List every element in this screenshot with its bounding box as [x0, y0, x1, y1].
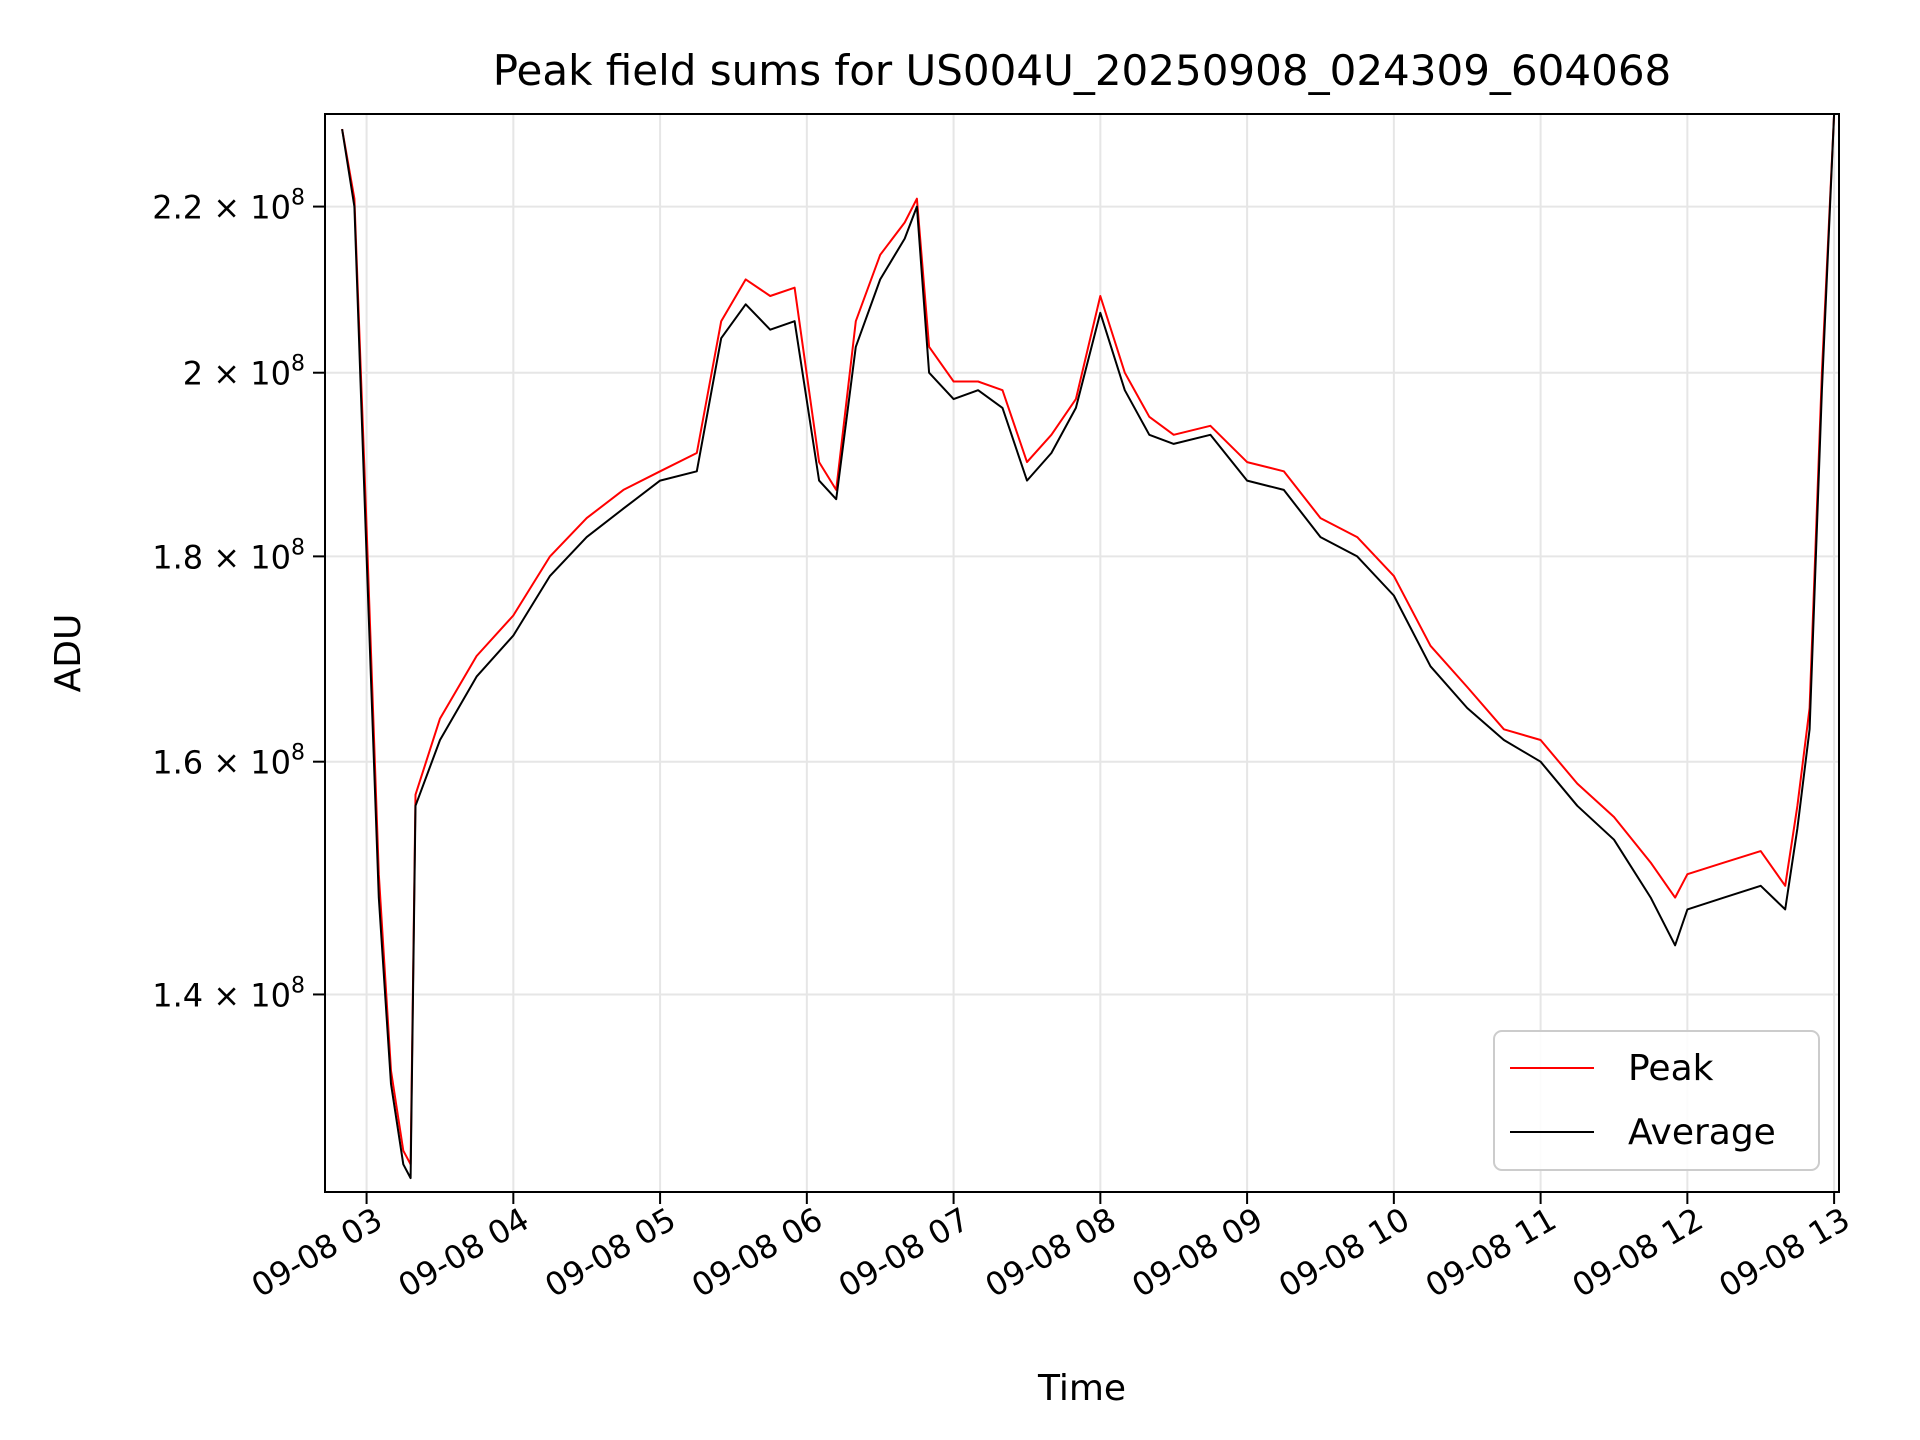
y-tick-mantissa: 1.4: [152, 976, 203, 1014]
y-tick-exponent: 8: [291, 535, 305, 560]
y-tick-mantissa: 2: [183, 355, 203, 393]
y-tick-label: 1.8 × 108: [152, 535, 305, 576]
plot-area: [341, 114, 1836, 1180]
y-tick-label: 2.2 × 108: [152, 186, 305, 227]
y-tick-exponent: 8: [291, 352, 305, 377]
y-tick-times: × 10: [203, 744, 291, 782]
series-line-average: [341, 114, 1836, 1180]
y-tick-times: × 10: [203, 976, 291, 1014]
y-tick-mantissa: 1.8: [152, 538, 203, 576]
y-tick-mantissa: 2.2: [152, 189, 203, 227]
y-tick-times: × 10: [203, 189, 291, 227]
legend-label-average: Average: [1628, 1112, 1776, 1153]
y-tick-label: 2 × 108: [183, 352, 305, 393]
y-tick-times: × 10: [203, 355, 291, 393]
legend: Peak Average: [1493, 1030, 1820, 1171]
y-tick-exponent: 8: [291, 186, 305, 211]
y-tick-exponent: 8: [291, 973, 305, 998]
y-tick-label: 1.4 × 108: [152, 973, 305, 1014]
y-axis-label: ADU: [48, 614, 89, 693]
x-axis-label: Time: [1037, 1368, 1126, 1409]
y-tick-exponent: 8: [291, 741, 305, 766]
chart-title: Peak field sums for US004U_20250908_0243…: [493, 46, 1672, 95]
series-line-peak: [341, 114, 1836, 1166]
y-tick-times: × 10: [203, 538, 291, 576]
y-tick-label: 1.6 × 108: [152, 741, 305, 782]
plot-frame: [324, 113, 1840, 1193]
legend-box: [1493, 1030, 1820, 1171]
y-tick-mantissa: 1.6: [152, 744, 203, 782]
legend-label-peak: Peak: [1628, 1048, 1714, 1089]
